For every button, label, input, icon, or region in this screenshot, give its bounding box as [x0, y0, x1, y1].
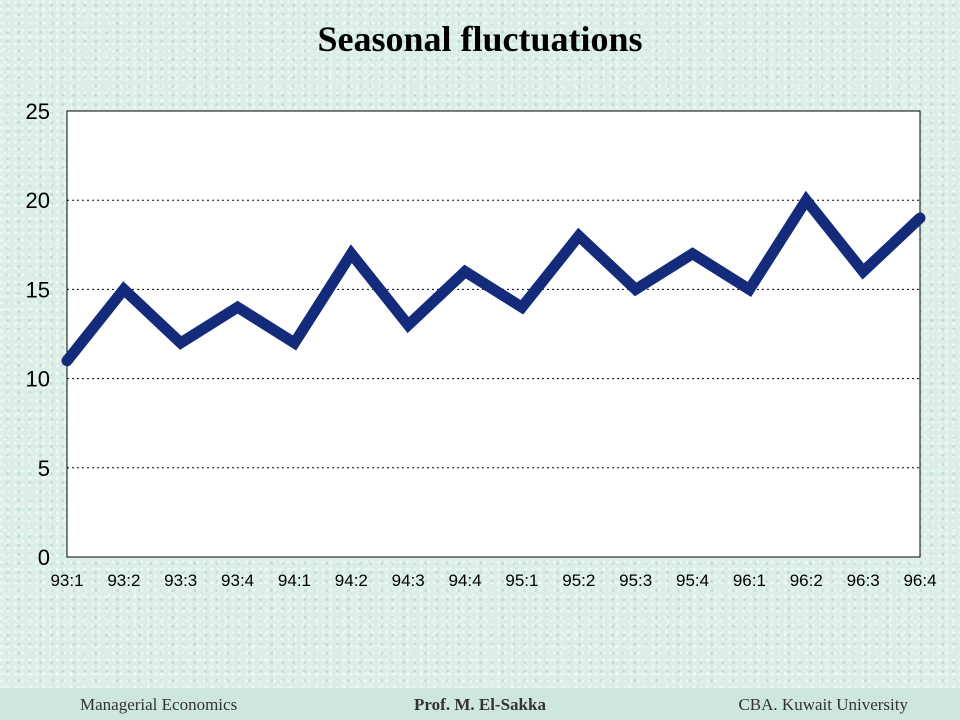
y-tick-label: 25 [26, 99, 50, 124]
data-point [860, 268, 867, 275]
data-point [177, 339, 184, 346]
x-tick-label: 94:1 [278, 571, 311, 590]
data-point [803, 197, 810, 204]
x-tick-label: 95:4 [676, 571, 709, 590]
chart-title: Seasonal fluctuations [317, 19, 643, 59]
y-tick-label: 15 [26, 277, 50, 302]
y-tick-label: 10 [26, 367, 50, 392]
data-point [689, 250, 696, 257]
x-tick-label: 95:2 [562, 571, 595, 590]
data-point [462, 268, 469, 275]
data-point [632, 286, 639, 293]
series-group [61, 190, 926, 367]
y-tick-label: 5 [38, 456, 50, 481]
plot-area [66, 110, 921, 558]
data-point [746, 286, 753, 293]
x-tick-label: 93:4 [221, 571, 254, 590]
x-tick-label: 96:4 [903, 571, 936, 590]
data-point [291, 339, 298, 346]
x-tick-label: 96:2 [790, 571, 823, 590]
x-tick-label: 95:3 [619, 571, 652, 590]
data-point [234, 304, 241, 311]
data-point [120, 286, 127, 293]
x-tick-label: 94:3 [392, 571, 425, 590]
x-tick-label: 93:2 [107, 571, 140, 590]
x-tick-label: 94:4 [449, 571, 482, 590]
data-point [917, 215, 923, 222]
x-tick-label: 96:3 [847, 571, 880, 590]
series-line [61, 190, 926, 367]
footer-institution: CBA. Kuwait University [738, 695, 908, 714]
data-point [348, 250, 355, 257]
x-tick-label: 93:1 [50, 571, 83, 590]
x-axis-tick-labels: 93:1 93:2 93:3 93:4 94:1 94:2 94:3 94:4 95:1 95:2… [50, 571, 936, 590]
data-point [575, 232, 582, 239]
data-point [64, 357, 70, 364]
x-tick-label: 94:2 [335, 571, 368, 590]
y-tick-label: 0 [38, 545, 50, 570]
x-tick-label: 95:1 [505, 571, 538, 590]
footer-author: Prof. M. El-Sakka [414, 695, 546, 714]
footer-bar: Managerial Economics Prof. M. El-Sakka C… [0, 688, 960, 720]
data-point [405, 322, 412, 329]
x-tick-label: 96:1 [733, 571, 766, 590]
y-tick-label: 20 [26, 188, 50, 213]
footer-course: Managerial Economics [80, 695, 238, 714]
y-axis-tick-labels: 0 5 10 15 20 25 [26, 99, 50, 570]
x-tick-label: 93:3 [164, 571, 197, 590]
data-point [518, 304, 525, 311]
